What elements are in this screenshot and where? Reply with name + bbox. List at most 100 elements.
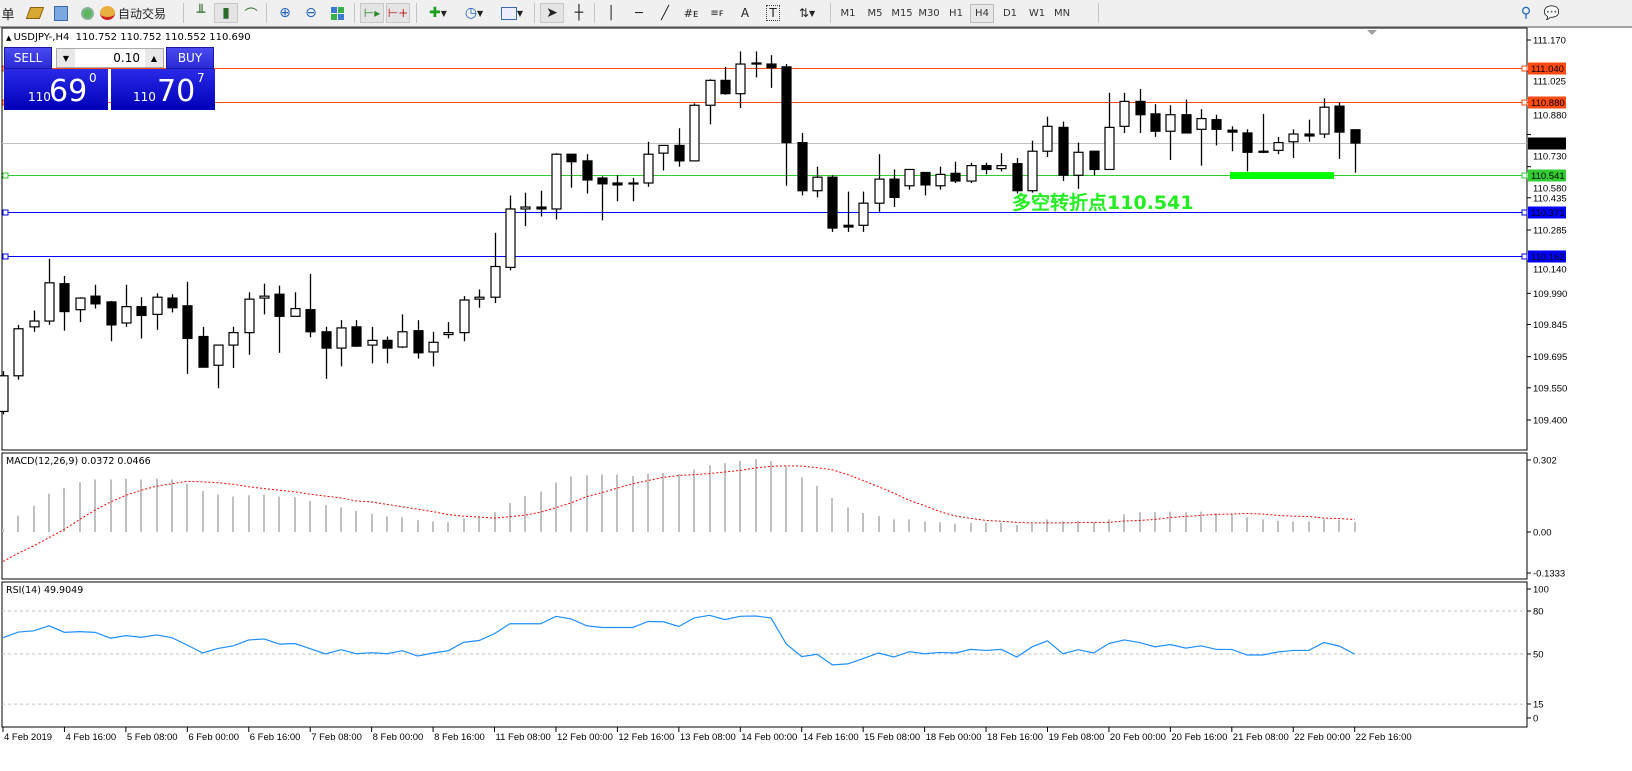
bearish-candle[interactable] bbox=[136, 306, 147, 317]
trendline-icon[interactable]: ╱ bbox=[661, 5, 669, 21]
bullish-candle[interactable] bbox=[75, 297, 86, 311]
bullish-candle[interactable] bbox=[1196, 117, 1207, 130]
chart-shift-icon[interactable]: ⊢+ bbox=[386, 3, 410, 23]
bearish-candle[interactable] bbox=[305, 309, 316, 333]
bearish-candle[interactable] bbox=[536, 206, 547, 210]
bearish-candle[interactable] bbox=[167, 297, 178, 309]
level-handle-left[interactable] bbox=[2, 172, 9, 179]
sell-price-box[interactable]: 110 69 0 bbox=[4, 69, 108, 110]
bearish-candle[interactable] bbox=[843, 224, 854, 228]
bearish-candle[interactable] bbox=[582, 160, 593, 181]
bullish-candle[interactable] bbox=[44, 282, 55, 322]
bullish-candle[interactable] bbox=[520, 206, 531, 210]
arrows-button[interactable]: ⇅ ▼ bbox=[790, 3, 824, 23]
timeframe-h1[interactable]: H1 bbox=[949, 8, 963, 19]
bullish-candle[interactable] bbox=[13, 328, 24, 377]
bullish-candle[interactable] bbox=[336, 327, 347, 349]
zoom-in-icon[interactable]: ⊕ bbox=[279, 5, 291, 21]
line-chart-icon[interactable]: ⌒ bbox=[244, 7, 258, 23]
bullish-candle[interactable] bbox=[705, 79, 716, 106]
bullish-candle[interactable] bbox=[0, 375, 9, 413]
bearish-candle[interactable] bbox=[90, 295, 101, 305]
bullish-candle[interactable] bbox=[1104, 126, 1115, 171]
bullish-candle[interactable] bbox=[474, 296, 485, 300]
bearish-candle[interactable] bbox=[351, 326, 362, 347]
vertical-line-icon[interactable]: │ bbox=[607, 5, 615, 21]
timeframe-m15[interactable]: M15 bbox=[891, 8, 913, 19]
bullish-candle[interactable] bbox=[428, 341, 439, 353]
bearish-candle[interactable] bbox=[1304, 133, 1315, 137]
level-handle-left[interactable] bbox=[2, 253, 9, 260]
bearish-candle[interactable] bbox=[1058, 126, 1069, 176]
timeframe-m1[interactable]: M1 bbox=[840, 8, 856, 19]
bullish-candle[interactable] bbox=[551, 153, 562, 210]
menu-fragment[interactable]: 单 bbox=[1, 7, 15, 23]
indicators-button[interactable]: ✚ ▼ bbox=[422, 3, 454, 23]
level-handle-right[interactable] bbox=[1521, 253, 1528, 260]
lot-decrease-icon[interactable]: ▼ bbox=[57, 49, 75, 67]
bullish-candle[interactable] bbox=[966, 164, 977, 182]
bullish-candle[interactable] bbox=[904, 168, 915, 187]
buy-price-box[interactable]: 110 70 7 bbox=[111, 69, 215, 110]
bearish-candle[interactable] bbox=[566, 153, 577, 163]
level-handle-left[interactable] bbox=[2, 209, 9, 216]
bearish-candle[interactable] bbox=[274, 293, 285, 317]
navigator-icon[interactable] bbox=[50, 3, 72, 23]
lot-increase-icon[interactable]: ▲ bbox=[145, 49, 163, 67]
bullish-candle[interactable] bbox=[735, 63, 746, 95]
search-icon[interactable]: ⚲ bbox=[1520, 5, 1532, 21]
bullish-candle[interactable] bbox=[121, 306, 132, 324]
bullish-candle[interactable] bbox=[812, 176, 823, 192]
bullish-candle[interactable] bbox=[689, 104, 700, 162]
bearish-candle[interactable] bbox=[781, 66, 792, 144]
bullish-candle[interactable] bbox=[244, 298, 255, 334]
level-handle-right[interactable] bbox=[1521, 65, 1528, 72]
candlestick-icon[interactable]: ▮ bbox=[214, 3, 238, 23]
bullish-candle[interactable] bbox=[658, 144, 669, 154]
bearish-candle[interactable] bbox=[413, 330, 424, 354]
lot-size-stepper[interactable]: ▼ 0.10 ▲ bbox=[56, 48, 164, 68]
bullish-candle[interactable] bbox=[1027, 150, 1038, 192]
bearish-candle[interactable] bbox=[1334, 105, 1345, 133]
timeframe-mn[interactable]: MN bbox=[1053, 8, 1071, 19]
bearish-candle[interactable] bbox=[1211, 119, 1222, 130]
level-handle-right[interactable] bbox=[1521, 209, 1528, 216]
bearish-candle[interactable] bbox=[1227, 129, 1238, 133]
signals-icon[interactable] bbox=[76, 3, 98, 23]
bearish-candle[interactable] bbox=[382, 339, 393, 349]
bullish-candle[interactable] bbox=[490, 265, 501, 298]
chat-icon[interactable]: 💬 bbox=[1543, 5, 1561, 21]
bullish-candle[interactable] bbox=[443, 332, 454, 336]
bearish-candle[interactable] bbox=[182, 305, 193, 340]
bullish-candle[interactable] bbox=[996, 164, 1007, 170]
templates-button[interactable]: ▼ bbox=[496, 3, 528, 23]
text-icon[interactable]: A bbox=[740, 6, 750, 20]
autotrade-button[interactable]: 自动交易 bbox=[100, 3, 176, 23]
bullish-candle[interactable] bbox=[1273, 142, 1284, 151]
bullish-candle[interactable] bbox=[213, 344, 224, 366]
bearish-candle[interactable] bbox=[1135, 100, 1146, 116]
bearish-candle[interactable] bbox=[612, 182, 623, 186]
bullish-candle[interactable] bbox=[397, 331, 408, 348]
bearish-candle[interactable] bbox=[920, 171, 931, 186]
bullish-candle[interactable] bbox=[1119, 100, 1130, 127]
bearish-candle[interactable] bbox=[321, 331, 332, 349]
bearish-candle[interactable] bbox=[950, 172, 961, 182]
bearish-candle[interactable] bbox=[766, 63, 777, 69]
bearish-candle[interactable] bbox=[1089, 150, 1100, 171]
bullish-candle[interactable] bbox=[1042, 125, 1053, 152]
level-handle-right[interactable] bbox=[1521, 172, 1528, 179]
timeframe-w1[interactable]: W1 bbox=[1028, 8, 1046, 19]
timeframe-m30[interactable]: M30 bbox=[918, 8, 940, 19]
autoscroll-icon[interactable]: ⊢▸ bbox=[360, 3, 384, 23]
bearish-candle[interactable] bbox=[827, 176, 838, 229]
bullish-candle[interactable] bbox=[1258, 150, 1269, 153]
text-label-icon[interactable]: T bbox=[762, 3, 784, 23]
bullish-candle[interactable] bbox=[935, 173, 946, 187]
bearish-candle[interactable] bbox=[1150, 113, 1161, 132]
bullish-candle[interactable] bbox=[152, 296, 163, 315]
timeframe-h4[interactable]: H4 bbox=[970, 4, 994, 23]
bullish-candle[interactable] bbox=[643, 153, 654, 184]
horizontal-line-icon[interactable]: ─ bbox=[635, 5, 643, 21]
